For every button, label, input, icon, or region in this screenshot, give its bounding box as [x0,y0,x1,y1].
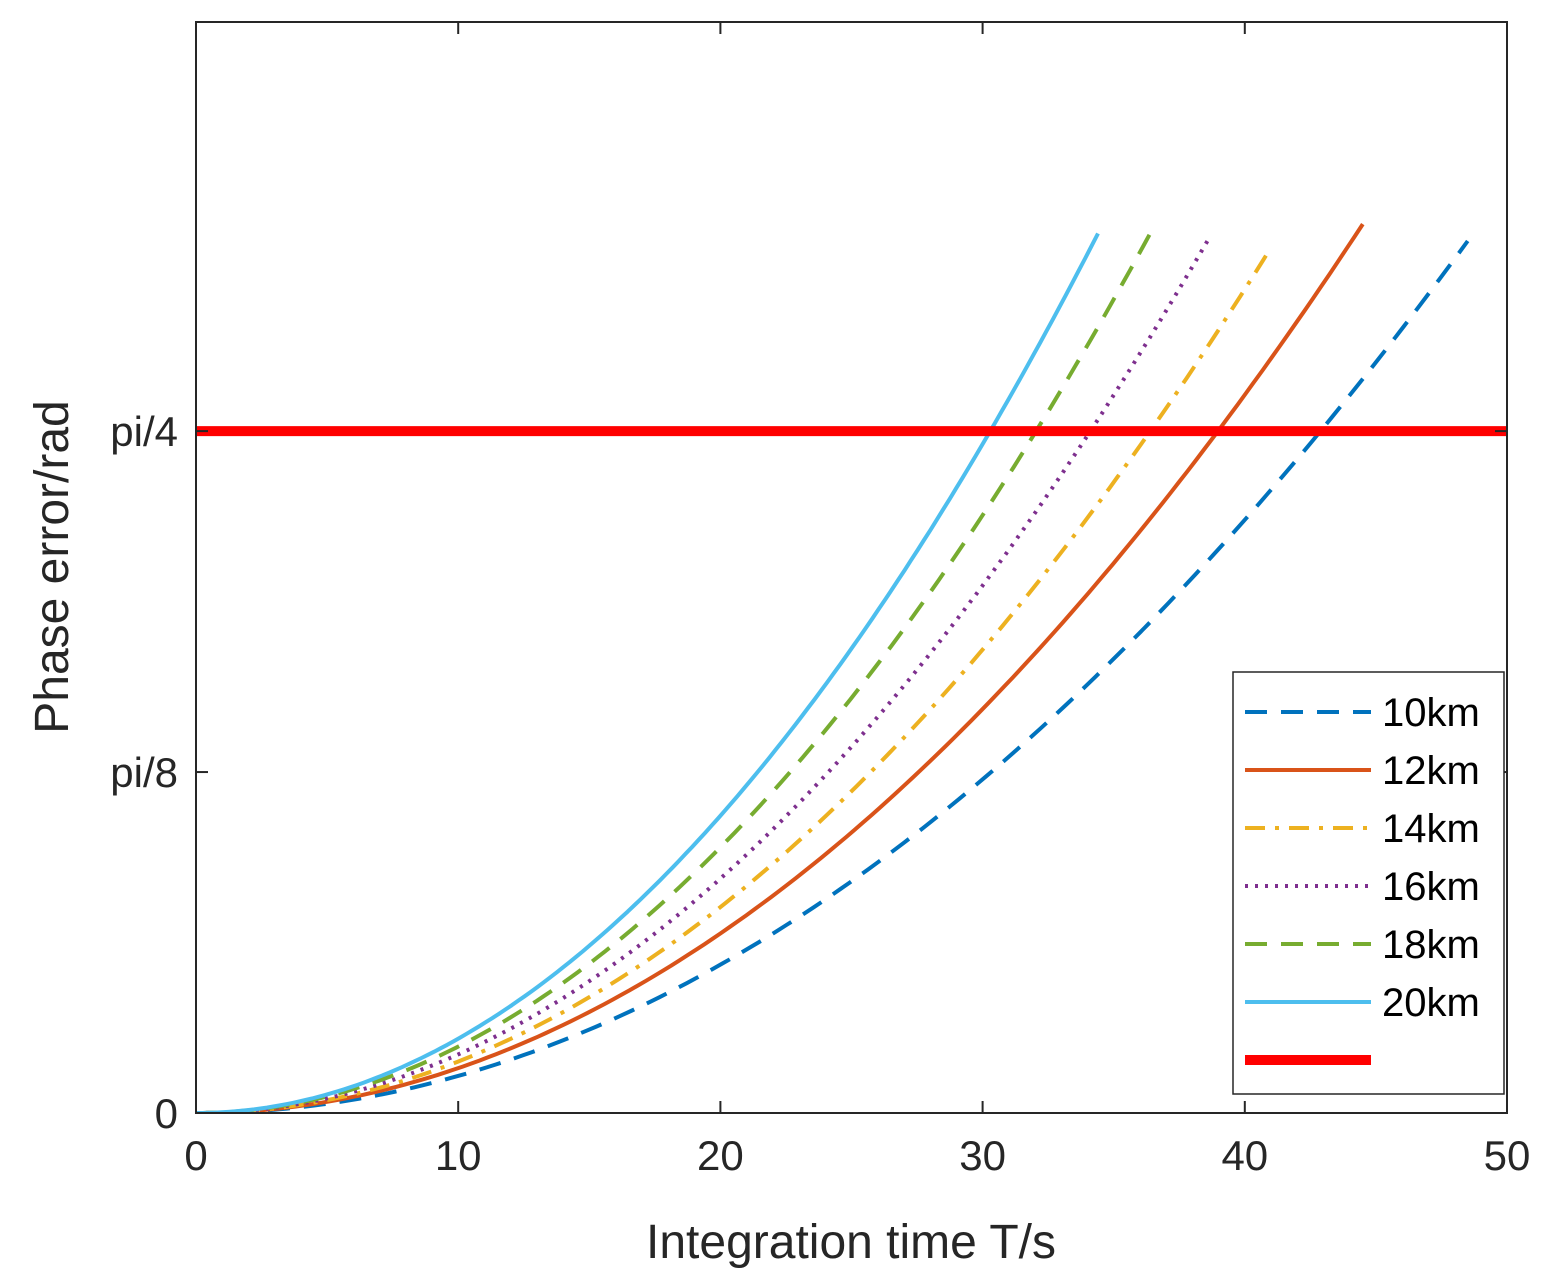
legend-label: 14km [1382,807,1480,851]
legend-label: 12km [1382,749,1480,793]
series-layer [196,223,1507,1113]
y-tick-label: pi/4 [110,408,178,455]
x-tick-label: 40 [1221,1132,1268,1179]
x-tick-label: 0 [184,1132,207,1179]
x-tick-label: 10 [435,1132,482,1179]
legend-label: 20km [1382,981,1480,1025]
legend-label: 16km [1382,865,1480,909]
y-tick-label: pi/8 [110,749,178,796]
legend-label: 18km [1382,923,1480,967]
legend: 10km 12km 14km 16km 18km 20km [1232,671,1505,1095]
series-line-16km [196,238,1210,1113]
series-line-14km [196,246,1273,1113]
y-axis-title: Phase error/rad [26,400,79,734]
y-tick-label: 0 [155,1090,178,1137]
series-line-20km [196,232,1100,1113]
series-line-12km [196,223,1365,1113]
plot-frame [195,21,1508,1114]
x-tick-label: 50 [1484,1132,1531,1179]
x-axis-title: Integration time T/s [646,1216,1056,1269]
legend-box [1232,671,1505,1095]
x-axis-ticks: 0 10 20 30 40 50 [184,22,1530,1179]
series-line-18km [196,232,1153,1113]
legend-label: 10km [1382,691,1480,735]
y-axis-ticks: 0 pi/8 pi/4 [110,408,1507,1137]
x-tick-label: 20 [697,1132,744,1179]
x-tick-label: 30 [959,1132,1006,1179]
